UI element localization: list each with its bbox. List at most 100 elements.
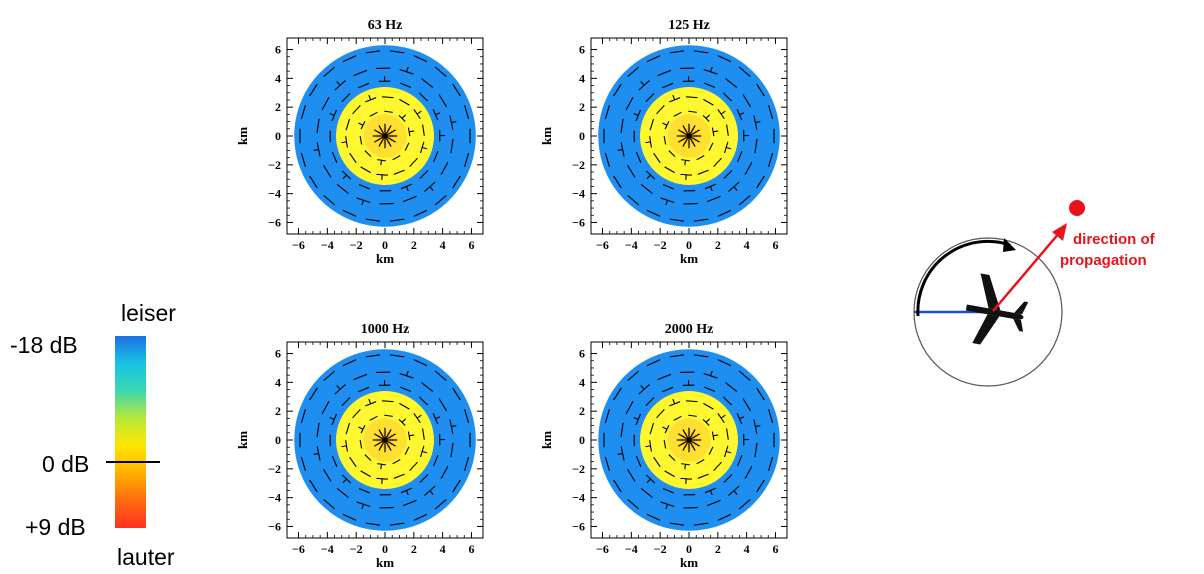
direction-mark [686, 96, 698, 99]
direction-mark [638, 80, 650, 91]
source-ray [374, 439, 386, 447]
direction-mark [726, 124, 729, 136]
colorbar-bottom-label: lauter [117, 544, 175, 570]
direction-mark [726, 428, 729, 440]
direction-mark [364, 454, 372, 461]
direction-mark [321, 97, 330, 111]
x-tick-label: 2 [715, 238, 721, 252]
direction-mark [361, 200, 364, 206]
source-ray [688, 429, 696, 441]
direction-mark [754, 442, 758, 458]
direction-mark [376, 173, 388, 176]
direction-mark [323, 370, 336, 381]
direction-mark [369, 415, 378, 421]
direction-mark [627, 370, 640, 381]
direction-mark [424, 485, 436, 496]
direction-mark [660, 197, 675, 204]
direction-mark [404, 446, 410, 455]
source-ray [682, 135, 690, 147]
direction-mark [349, 152, 357, 164]
direction-mark [768, 104, 774, 120]
direction-mark [703, 402, 714, 410]
colorbar-tick-label-zero: 0 dB [42, 451, 90, 477]
direction-mark [662, 426, 668, 430]
direction-mark [413, 209, 428, 217]
direction-mark [728, 485, 740, 496]
direction-mark [635, 151, 642, 163]
direction-mark [613, 479, 622, 493]
direction-mark [356, 197, 371, 204]
direction-mark [316, 118, 320, 134]
y-axis-label: km [539, 127, 554, 145]
source-ray [384, 439, 392, 451]
direction-mark [754, 138, 758, 154]
direction-mark [625, 97, 634, 111]
direction-mark [737, 455, 743, 467]
direction-mark [336, 488, 349, 498]
direction-mark [358, 426, 364, 430]
direction-mark [336, 385, 341, 390]
direction-mark [422, 428, 425, 440]
direction-mark [413, 55, 428, 63]
direction-mark [662, 488, 674, 494]
direction-mark [450, 138, 454, 154]
source-ray [682, 125, 690, 137]
direction-mark [736, 413, 743, 425]
direction-mark [365, 354, 381, 358]
direction-mark [389, 354, 405, 358]
direction-mark [696, 155, 705, 161]
direction-mark [300, 456, 306, 472]
direction-mark [653, 456, 661, 468]
direction-mark [300, 104, 306, 120]
direction-mark [726, 146, 732, 150]
y-tick-label: 6 [579, 347, 585, 361]
direction-mark [649, 136, 652, 148]
direction-mark [663, 135, 667, 145]
source-ray [678, 129, 690, 137]
direction-mark [360, 470, 371, 478]
direction-mark [419, 169, 429, 179]
x-axis-label: km [376, 555, 394, 570]
direction-mark [438, 94, 448, 108]
direction-mark [693, 218, 709, 222]
x-tick-label: 0 [686, 238, 692, 252]
direction-mark [331, 151, 338, 163]
y-tick-label: 0 [579, 433, 585, 447]
direction-mark [406, 66, 409, 72]
colorbar-tick-label-min: +9 dB [25, 514, 86, 540]
direction-mark [389, 218, 405, 222]
y-tick-label: 4 [579, 375, 585, 389]
y-tick-label: −2 [268, 462, 281, 476]
y-tick-label: 4 [275, 71, 281, 85]
direction-mark [646, 359, 661, 367]
direction-mark [640, 385, 645, 390]
direction-mark [669, 522, 685, 526]
direction-mark [713, 157, 722, 168]
direction-mark [402, 195, 417, 203]
direction-mark [640, 184, 653, 194]
direction-mark [673, 111, 682, 117]
propagation-label-line2: propagation [1060, 252, 1147, 269]
direction-mark [633, 417, 639, 420]
direction-mark [693, 354, 709, 358]
y-tick-label: −4 [572, 491, 585, 505]
direction-mark [309, 479, 318, 493]
direction-mark [435, 416, 441, 420]
direction-mark [364, 150, 372, 157]
rotation-arc-arrow [916, 239, 1011, 317]
direction-mark [399, 402, 410, 410]
direction-mark [345, 422, 351, 435]
x-tick-label: −6 [596, 542, 609, 556]
source-ray [378, 429, 386, 441]
direction-mark [693, 522, 709, 526]
direction-mark [421, 78, 434, 88]
direction-mark [665, 504, 668, 510]
source-ray [688, 135, 700, 143]
source-ray [678, 439, 690, 447]
source-ray [682, 429, 690, 441]
direction-mark [392, 459, 401, 465]
y-tick-label: 6 [275, 43, 281, 57]
direction-mark [693, 50, 709, 54]
x-tick-label: 6 [468, 238, 474, 252]
direction-mark [723, 169, 733, 179]
